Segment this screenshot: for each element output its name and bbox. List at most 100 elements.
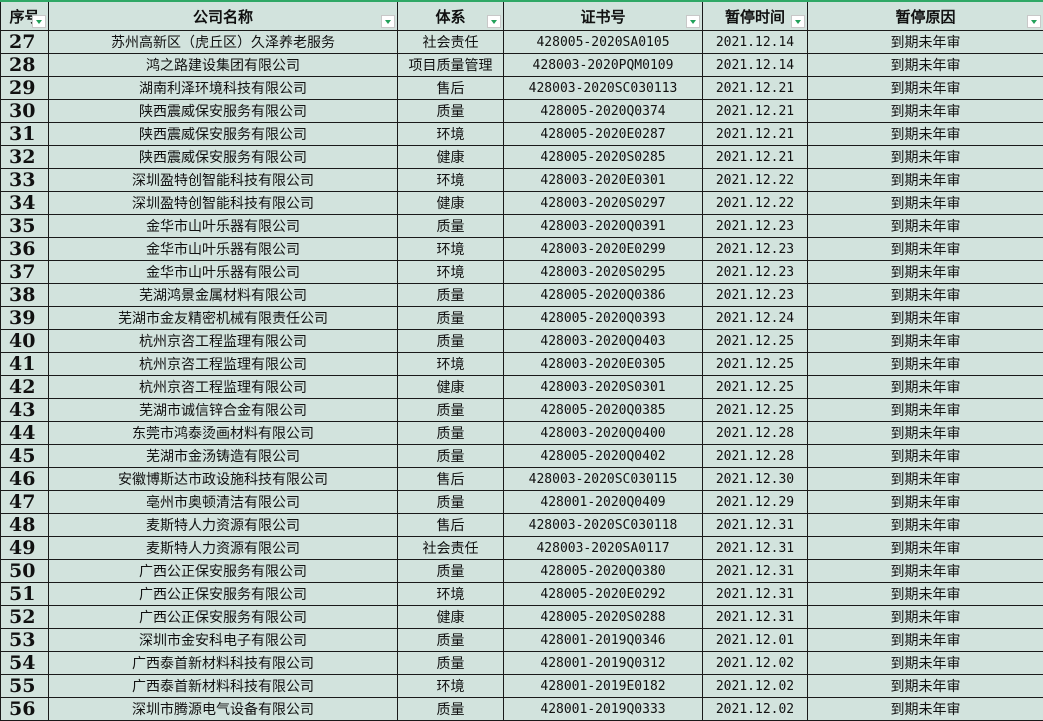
cell-system[interactable]: 健康 [398,192,504,215]
cell-suspend-date[interactable]: 2021.12.22 [703,192,808,215]
cell-index[interactable]: 47 [1,491,49,514]
cell-suspend-reason[interactable]: 到期未年审 [808,399,1043,422]
cell-cert-no[interactable]: 428003-2020E0299 [504,238,703,261]
cell-suspend-reason[interactable]: 到期未年审 [808,698,1043,721]
cell-suspend-date[interactable]: 2021.12.21 [703,100,808,123]
cell-suspend-reason[interactable]: 到期未年审 [808,353,1043,376]
cell-suspend-reason[interactable]: 到期未年审 [808,261,1043,284]
cell-company[interactable]: 深圳市腾源电气设备有限公司 [49,698,398,721]
cell-company[interactable]: 湖南利泽环境科技有限公司 [49,77,398,100]
cell-suspend-reason[interactable]: 到期未年审 [808,422,1043,445]
cell-suspend-date[interactable]: 2021.12.31 [703,560,808,583]
cell-index[interactable]: 38 [1,284,49,307]
filter-dropdown-icon[interactable] [487,15,501,28]
cell-suspend-date[interactable]: 2021.12.21 [703,77,808,100]
cell-cert-no[interactable]: 428001-2019Q0333 [504,698,703,721]
filter-dropdown-icon[interactable] [791,15,805,28]
cell-cert-no[interactable]: 428001-2019E0182 [504,675,703,698]
cell-company[interactable]: 芜湖鸿景金属材料有限公司 [49,284,398,307]
cell-index[interactable]: 55 [1,675,49,698]
cell-suspend-reason[interactable]: 到期未年审 [808,307,1043,330]
filter-dropdown-icon[interactable] [32,15,46,28]
cell-system[interactable]: 售后 [398,514,504,537]
cell-index[interactable]: 36 [1,238,49,261]
cell-company[interactable]: 金华市山叶乐器有限公司 [49,215,398,238]
cell-system[interactable]: 项目质量管理 [398,54,504,77]
cell-company[interactable]: 杭州京咨工程监理有限公司 [49,330,398,353]
cell-cert-no[interactable]: 428005-2020Q0386 [504,284,703,307]
cell-index[interactable]: 40 [1,330,49,353]
cell-cert-no[interactable]: 428005-2020E0287 [504,123,703,146]
cell-cert-no[interactable]: 428003-2020SC030118 [504,514,703,537]
cell-cert-no[interactable]: 428005-2020Q0374 [504,100,703,123]
cell-suspend-date[interactable]: 2021.12.23 [703,215,808,238]
cell-company[interactable]: 深圳盈特创智能科技有限公司 [49,169,398,192]
cell-cert-no[interactable]: 428005-2020E0292 [504,583,703,606]
cell-suspend-reason[interactable]: 到期未年审 [808,215,1043,238]
cell-system[interactable]: 环境 [398,169,504,192]
cell-suspend-reason[interactable]: 到期未年审 [808,192,1043,215]
cell-index[interactable]: 52 [1,606,49,629]
cell-cert-no[interactable]: 428003-2020E0301 [504,169,703,192]
cell-suspend-date[interactable]: 2021.12.30 [703,468,808,491]
cell-index[interactable]: 45 [1,445,49,468]
cell-cert-no[interactable]: 428001-2019Q0312 [504,652,703,675]
cell-index[interactable]: 56 [1,698,49,721]
cell-cert-no[interactable]: 428003-2020E0305 [504,353,703,376]
cell-index[interactable]: 31 [1,123,49,146]
cell-system[interactable]: 质量 [398,399,504,422]
cell-suspend-date[interactable]: 2021.12.31 [703,606,808,629]
cell-company[interactable]: 广西泰首新材料科技有限公司 [49,675,398,698]
cell-cert-no[interactable]: 428003-2020SA0117 [504,537,703,560]
cell-system[interactable]: 环境 [398,261,504,284]
cell-index[interactable]: 32 [1,146,49,169]
cell-suspend-date[interactable]: 2021.12.21 [703,146,808,169]
cell-suspend-reason[interactable]: 到期未年审 [808,629,1043,652]
cell-index[interactable]: 33 [1,169,49,192]
cell-company[interactable]: 苏州高新区（虎丘区）久泽养老服务 [49,31,398,54]
cell-suspend-date[interactable]: 2021.12.22 [703,169,808,192]
cell-company[interactable]: 陕西震威保安服务有限公司 [49,100,398,123]
cell-system[interactable]: 质量 [398,100,504,123]
cell-suspend-reason[interactable]: 到期未年审 [808,514,1043,537]
cell-system[interactable]: 质量 [398,652,504,675]
cell-suspend-reason[interactable]: 到期未年审 [808,606,1043,629]
cell-cert-no[interactable]: 428005-2020Q0385 [504,399,703,422]
cell-company[interactable]: 广西泰首新材料科技有限公司 [49,652,398,675]
cell-cert-no[interactable]: 428001-2019Q0346 [504,629,703,652]
cell-company[interactable]: 麦斯特人力资源有限公司 [49,537,398,560]
cell-company[interactable]: 陕西震威保安服务有限公司 [49,123,398,146]
cell-index[interactable]: 29 [1,77,49,100]
cell-cert-no[interactable]: 428005-2020Q0402 [504,445,703,468]
cell-suspend-reason[interactable]: 到期未年审 [808,330,1043,353]
cell-suspend-date[interactable]: 2021.12.25 [703,376,808,399]
cell-company[interactable]: 芜湖市金友精密机械有限责任公司 [49,307,398,330]
cell-cert-no[interactable]: 428001-2020Q0409 [504,491,703,514]
cell-index[interactable]: 49 [1,537,49,560]
cell-system[interactable]: 环境 [398,123,504,146]
cell-index[interactable]: 35 [1,215,49,238]
cell-system[interactable]: 环境 [398,675,504,698]
cell-company[interactable]: 金华市山叶乐器有限公司 [49,238,398,261]
cell-system[interactable]: 社会责任 [398,537,504,560]
cell-system[interactable]: 售后 [398,77,504,100]
cell-company[interactable]: 安徽博斯达市政设施科技有限公司 [49,468,398,491]
cell-company[interactable]: 陕西震威保安服务有限公司 [49,146,398,169]
cell-company[interactable]: 广西公正保安服务有限公司 [49,606,398,629]
cell-suspend-reason[interactable]: 到期未年审 [808,583,1043,606]
cell-cert-no[interactable]: 428003-2020PQM0109 [504,54,703,77]
cell-system[interactable]: 健康 [398,376,504,399]
filter-dropdown-icon[interactable] [1027,15,1041,28]
cell-cert-no[interactable]: 428003-2020SC030115 [504,468,703,491]
cell-suspend-date[interactable]: 2021.12.23 [703,261,808,284]
cell-suspend-date[interactable]: 2021.12.25 [703,399,808,422]
cell-company[interactable]: 芜湖市诚信锌合金有限公司 [49,399,398,422]
cell-suspend-reason[interactable]: 到期未年审 [808,560,1043,583]
cell-company[interactable]: 麦斯特人力资源有限公司 [49,514,398,537]
cell-cert-no[interactable]: 428003-2020S0301 [504,376,703,399]
cell-cert-no[interactable]: 428003-2020SC030113 [504,77,703,100]
cell-suspend-reason[interactable]: 到期未年审 [808,77,1043,100]
cell-suspend-reason[interactable]: 到期未年审 [808,169,1043,192]
cell-cert-no[interactable]: 428003-2020Q0391 [504,215,703,238]
cell-index[interactable]: 50 [1,560,49,583]
